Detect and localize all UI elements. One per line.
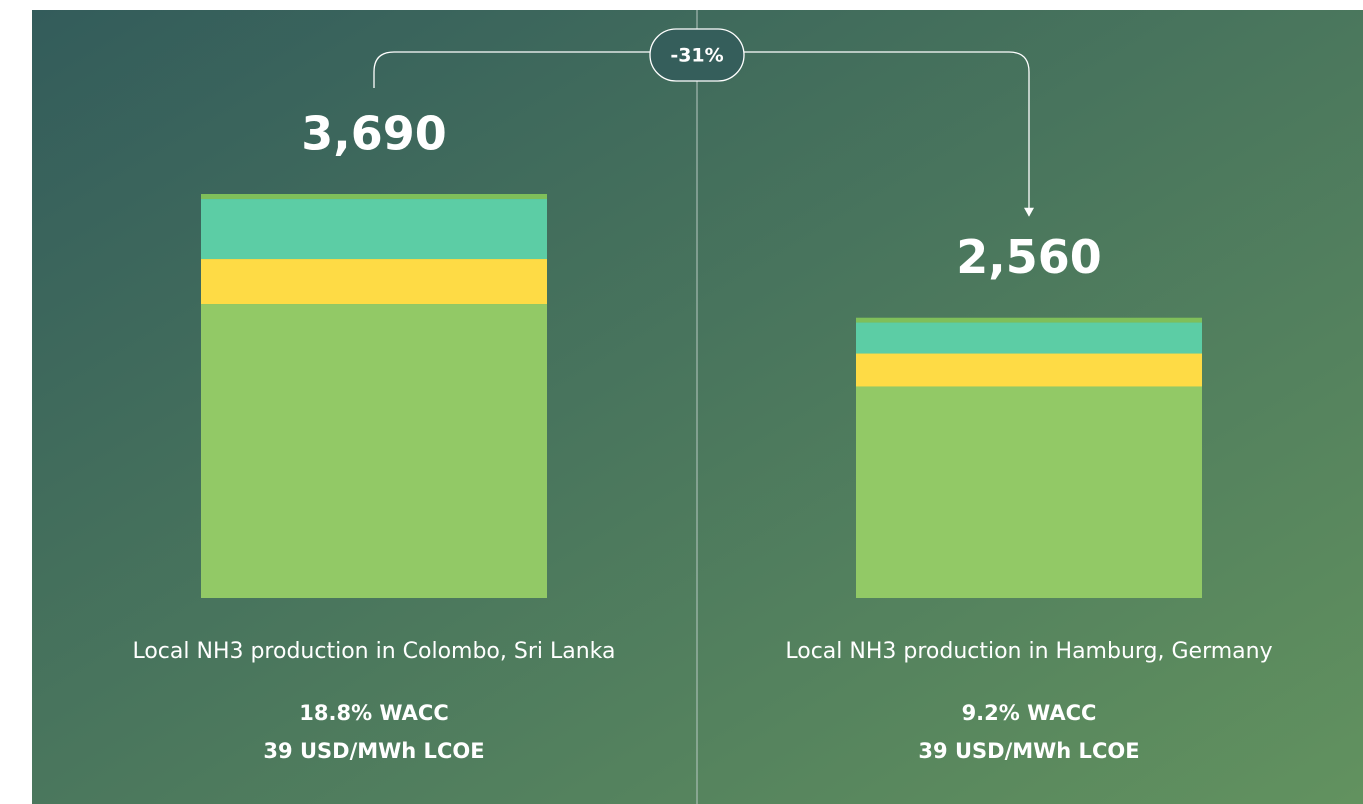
annotation: -31% (670, 45, 723, 67)
bar-segment (201, 304, 547, 598)
detail-label: 39 USD/MWh LCOE (263, 739, 484, 763)
detail-label: 9.2% WACC (962, 701, 1097, 725)
arrow-head (1024, 207, 1034, 217)
total-label: 3,690 (301, 107, 447, 161)
bar-segment (856, 322, 1202, 354)
bar-segment (856, 353, 1202, 387)
detail-label: 39 USD/MWh LCOE (918, 739, 1139, 763)
bar-segment (201, 194, 547, 200)
annotation-pill (649, 28, 745, 82)
category-label: Local NH3 production in Hamburg, Germany (785, 639, 1272, 664)
bar-segment (856, 317, 1202, 323)
bar-segment (856, 386, 1202, 598)
bar-segment (201, 199, 547, 260)
category-label: Local NH3 production in Colombo, Sri Lan… (132, 639, 615, 664)
total-label: 2,560 (956, 230, 1102, 284)
detail-label: 18.8% WACC (299, 701, 448, 725)
bar-segment (201, 259, 547, 305)
